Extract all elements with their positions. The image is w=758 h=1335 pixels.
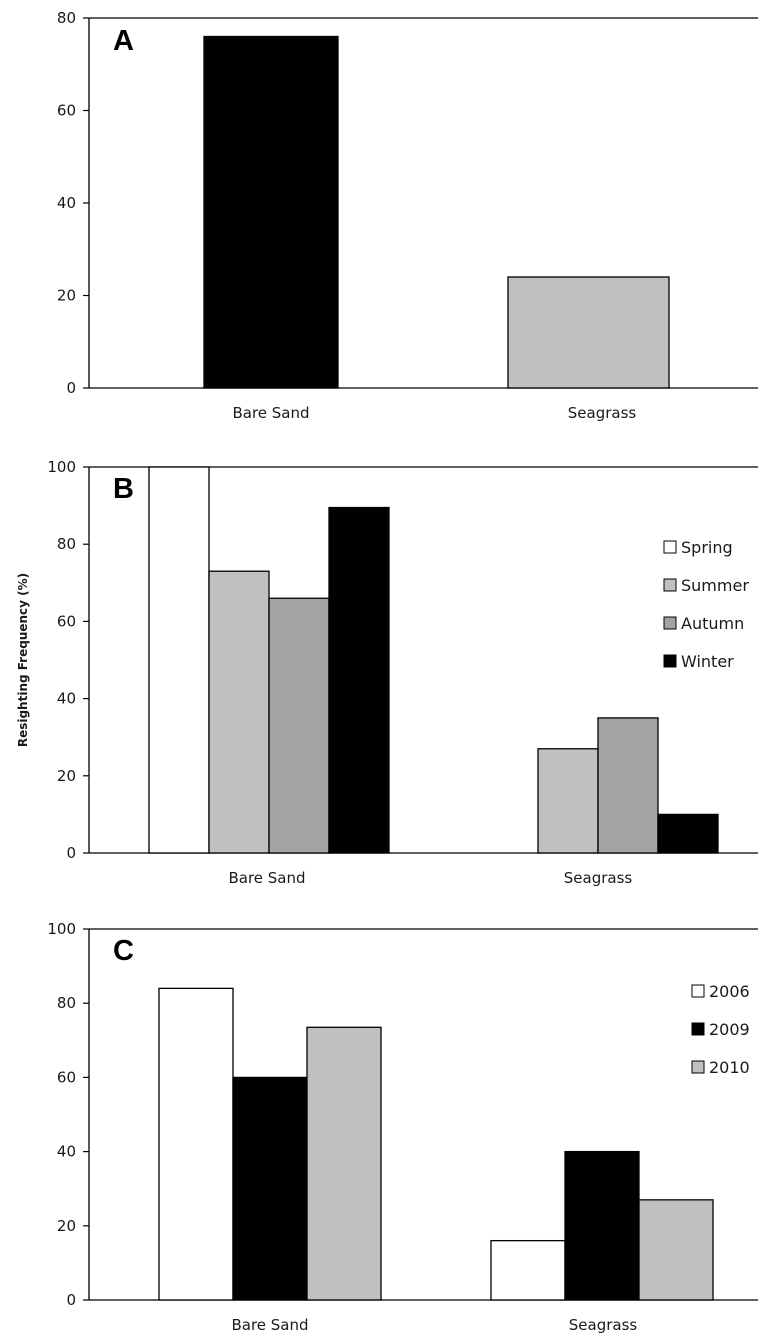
x-category-label: Bare Sand [231,1316,308,1334]
legend-swatch [663,616,677,630]
x-category-label: Seagrass [568,404,637,422]
legend-label: 2009 [709,1020,750,1039]
y-tick-label: 0 [66,1291,76,1309]
bar [148,466,210,854]
legend-label: Summer [681,576,749,595]
x-category-label: Seagrass [564,869,633,887]
panel-label: A [113,25,134,57]
bar [597,717,659,854]
y-tick-label: 20 [57,767,76,785]
y-tick-label: 100 [47,458,76,476]
x-category-label: Bare Sand [228,869,305,887]
y-tick-label: 60 [57,102,76,120]
legend-label: Winter [681,652,734,671]
bar [208,570,270,854]
legend-swatch [691,1060,705,1074]
legend-swatch [691,1022,705,1036]
y-tick-label: 40 [57,1143,76,1161]
y-tick-label: 80 [57,9,76,27]
legend-swatch [691,984,705,998]
y-tick-label: 20 [57,287,76,305]
legend-label: 2010 [709,1058,750,1077]
bar [507,276,670,389]
panel-label: C [113,935,134,967]
y-tick-label: 60 [57,612,76,630]
bar [268,597,330,854]
y-tick-label: 0 [66,379,76,397]
bar [564,1150,640,1301]
y-tick-label: 40 [57,194,76,212]
bar [203,35,339,389]
legend-swatch [663,654,677,668]
y-tick-label: 80 [57,535,76,553]
bar [657,813,719,854]
bar [232,1076,308,1301]
y-tick-label: 100 [47,920,76,938]
legend-swatch [663,540,677,554]
legend-label: Spring [681,538,733,557]
y-tick-label: 60 [57,1068,76,1086]
x-category-label: Seagrass [569,1316,638,1334]
bar [537,748,599,854]
x-category-label: Bare Sand [232,404,309,422]
y-tick-label: 0 [66,844,76,862]
y-tick-label: 40 [57,690,76,708]
bar [158,987,234,1301]
y-tick-label: 80 [57,994,76,1012]
bar [306,1026,382,1301]
bar [328,506,390,854]
legend-label: Autumn [681,614,744,633]
bar [490,1239,566,1301]
legend-label: 2006 [709,982,750,1001]
bar [638,1199,714,1301]
y-tick-label: 20 [57,1217,76,1235]
legend-swatch [663,578,677,592]
panel-label: B [113,473,134,505]
y-axis-title: Resighting Frequency (%) [16,573,30,747]
